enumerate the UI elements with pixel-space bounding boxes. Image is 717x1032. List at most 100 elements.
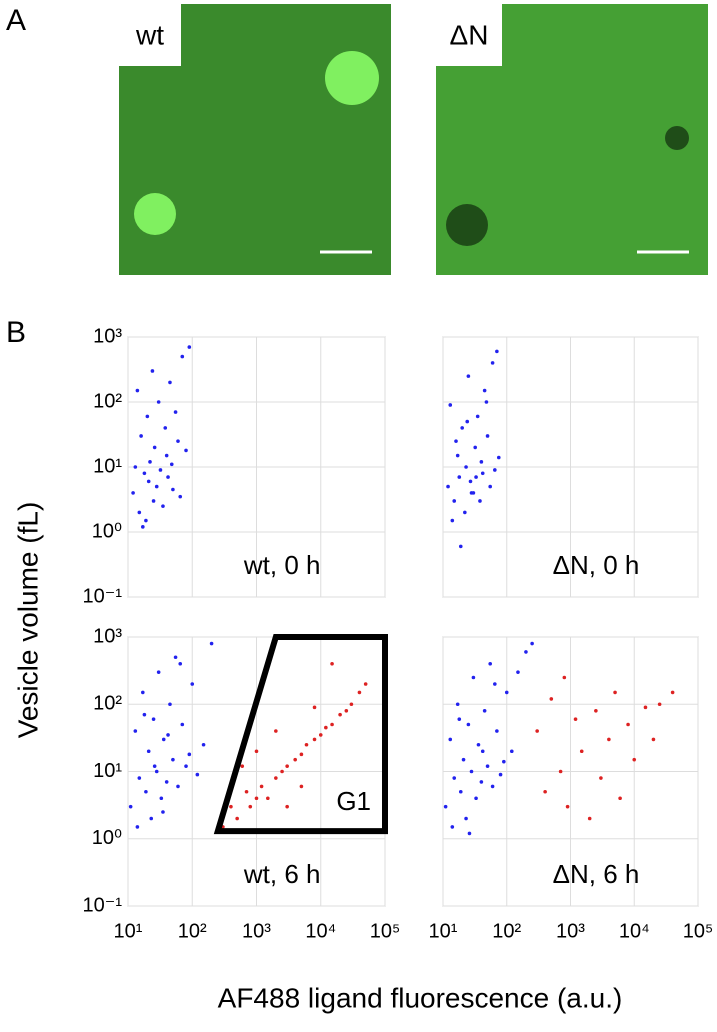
- point: [495, 729, 499, 733]
- point: [344, 708, 349, 713]
- point: [457, 475, 462, 479]
- point: [643, 705, 648, 710]
- point: [473, 445, 478, 450]
- point: [266, 796, 270, 801]
- x-tick-label: 10⁴: [619, 920, 650, 942]
- point: [144, 518, 148, 523]
- y-tick-label: 10⁰: [92, 520, 122, 542]
- point: [469, 491, 474, 495]
- point: [468, 479, 473, 484]
- point: [259, 784, 264, 789]
- point: [171, 757, 175, 762]
- point: [164, 780, 169, 784]
- x-tick-label: 10²: [178, 920, 207, 942]
- point: [168, 380, 172, 385]
- y-tick-label: 10²: [93, 390, 122, 412]
- point: [573, 717, 578, 721]
- point: [141, 690, 145, 695]
- point: [145, 414, 150, 419]
- point: [565, 804, 570, 809]
- point: [324, 725, 328, 730]
- point: [285, 804, 289, 809]
- point: [607, 737, 611, 742]
- panel-title: ΔN, 6 h: [553, 859, 640, 889]
- point: [482, 708, 487, 713]
- point: [156, 670, 161, 674]
- y-tick-label: 10²: [93, 693, 122, 715]
- point: [133, 465, 138, 469]
- point: [465, 419, 470, 424]
- point: [131, 491, 135, 495]
- point: [475, 414, 480, 419]
- point: [299, 784, 304, 789]
- point: [151, 499, 156, 503]
- point: [180, 722, 185, 727]
- point: [229, 804, 233, 809]
- point: [173, 410, 178, 414]
- point: [235, 816, 239, 821]
- point: [244, 789, 249, 794]
- point: [363, 682, 368, 686]
- point: [632, 757, 637, 762]
- point: [133, 729, 138, 733]
- point: [299, 752, 304, 757]
- point: [169, 462, 174, 467]
- point: [458, 789, 463, 794]
- point: [312, 705, 317, 710]
- y-tick-label: 10⁰: [92, 827, 122, 849]
- point: [151, 717, 156, 721]
- point: [141, 525, 145, 529]
- point: [168, 702, 172, 707]
- point: [463, 510, 467, 515]
- point: [137, 776, 142, 780]
- point: [467, 831, 472, 836]
- point: [156, 400, 161, 404]
- point: [142, 471, 147, 476]
- y-tick-label: 10⁻¹: [83, 585, 123, 607]
- point: [154, 484, 159, 489]
- point: [466, 722, 471, 727]
- point: [161, 737, 166, 742]
- point: [159, 796, 164, 801]
- y-tick-label: 10¹: [93, 455, 122, 477]
- point: [330, 661, 334, 666]
- point: [171, 487, 175, 492]
- point: [482, 388, 487, 393]
- point: [446, 484, 450, 489]
- point: [496, 455, 501, 460]
- point: [474, 475, 478, 479]
- point: [558, 769, 563, 774]
- gate-label: G1: [336, 786, 371, 816]
- x-axis-label: AF488 ligand fluorescence (a.u.): [218, 982, 623, 1013]
- point: [594, 708, 598, 713]
- point: [161, 810, 165, 814]
- point: [178, 494, 183, 499]
- point: [549, 697, 554, 701]
- point: [293, 757, 297, 762]
- point: [535, 729, 539, 733]
- point: [458, 544, 463, 549]
- point: [502, 759, 506, 764]
- point: [464, 465, 468, 469]
- x-tick-label: 10³: [242, 920, 271, 942]
- panel-label: B: [6, 316, 26, 349]
- point: [164, 453, 169, 458]
- micrograph: ΔN: [436, 4, 708, 275]
- point: [349, 702, 354, 707]
- point: [149, 816, 154, 821]
- point: [484, 400, 489, 404]
- point: [626, 722, 630, 727]
- point: [254, 796, 259, 801]
- point: [184, 448, 188, 453]
- point: [176, 784, 180, 789]
- point: [142, 712, 147, 717]
- point: [495, 349, 499, 354]
- y-axis-label: Vesicle volume (fL): [12, 502, 43, 739]
- point: [587, 816, 592, 821]
- y-tick-label: 10³: [93, 325, 122, 347]
- point: [144, 789, 148, 794]
- y-tick-label: 10⁻¹: [83, 894, 123, 916]
- point: [450, 518, 455, 523]
- x-tick-label: 10¹: [429, 920, 458, 942]
